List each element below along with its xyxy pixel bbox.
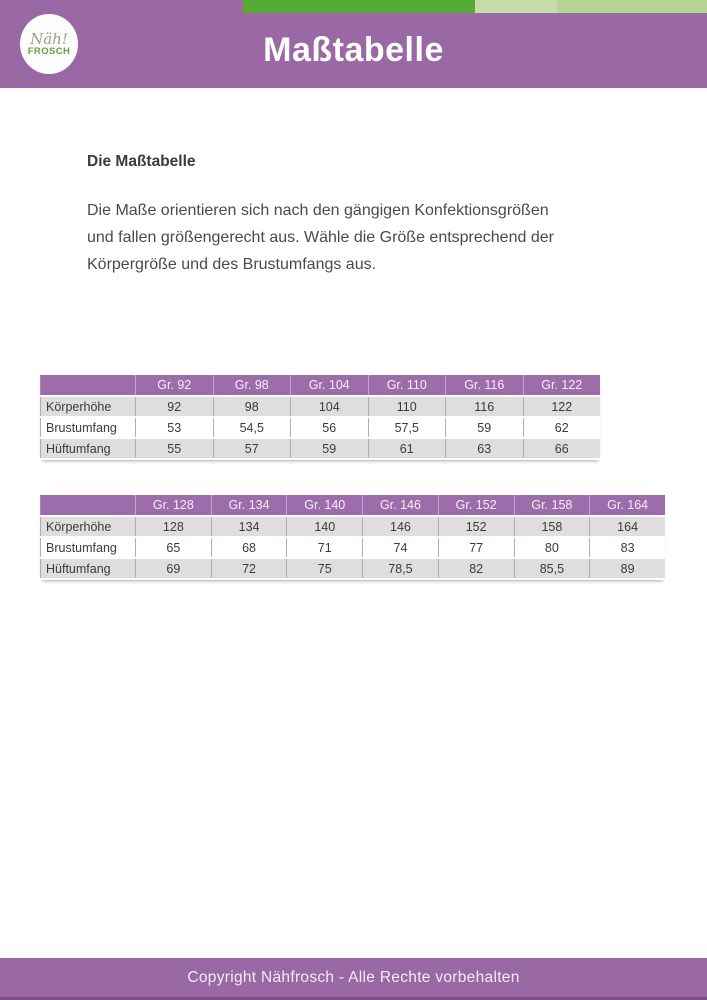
table-row: Brustumfang 65 68 71 74 77 80 83: [40, 538, 665, 557]
measure-label-cell: Hüftumfang: [40, 559, 135, 578]
footer-band: Copyright Nähfrosch - Alle Rechte vorbeh…: [0, 958, 707, 997]
measure-value-cell: 122: [522, 397, 600, 416]
measure-value-cell: 59: [290, 439, 368, 458]
table-row: Brustumfang 53 54,5 56 57,5 59 62: [40, 418, 600, 437]
table-row: Hüftumfang 69 72 75 78,5 82 85,5 89: [40, 559, 665, 578]
measure-value-cell: 55: [135, 439, 213, 458]
size-table-gr92-122: Gr. 92 Gr. 98 Gr. 104 Gr. 110 Gr. 116 Gr. 122…: [40, 373, 600, 460]
measure-value-cell: 53: [135, 418, 213, 437]
measure-value-cell: 62: [522, 418, 600, 437]
measure-value-cell: 140: [286, 517, 363, 536]
measure-value-cell: 72: [210, 559, 287, 578]
footer-bottom-edge: [0, 997, 707, 1000]
header-accent-stripe-dark-green: [243, 0, 475, 13]
footer-copyright: Copyright Nähfrosch - Alle Rechte vorbeh…: [187, 968, 520, 986]
size-column-header: Gr. 104: [290, 375, 368, 395]
measure-label-cell: Brustumfang: [40, 418, 135, 437]
size-column-header: Gr. 122: [522, 375, 600, 395]
measure-value-cell: 65: [135, 538, 211, 557]
measure-label-cell: Körperhöhe: [40, 397, 135, 416]
size-column-header: Gr. 164: [589, 495, 665, 515]
size-table-gr128-164: Gr. 128 Gr. 134 Gr. 140 Gr. 146 Gr. 152 Gr. 1…: [40, 493, 665, 580]
page-title: Maßtabelle: [263, 31, 444, 69]
measure-value-cell: 57: [212, 439, 290, 458]
size-column-header: Gr. 134: [210, 495, 287, 515]
size-column-header: Gr. 110: [367, 375, 445, 395]
paragraph-line: Die Maße orientieren sich nach den gängi…: [87, 202, 549, 219]
size-column-header: Gr. 116: [445, 375, 523, 395]
measure-value-cell: 146: [362, 517, 438, 536]
measure-value-cell: 68: [210, 538, 287, 557]
measure-value-cell: 85,5: [513, 559, 590, 578]
table-row: Hüftumfang 55 57 59 61 63 66: [40, 439, 600, 458]
measure-value-cell: 83: [589, 538, 665, 557]
measure-value-cell: 92: [135, 397, 213, 416]
measure-value-cell: 164: [589, 517, 665, 536]
measure-value-cell: 98: [212, 397, 290, 416]
measure-value-cell: 77: [437, 538, 514, 557]
measure-value-cell: 128: [135, 517, 211, 536]
measure-value-cell: 152: [437, 517, 514, 536]
header-accent-stripe-light-green: [475, 0, 557, 13]
measure-label-cell: Hüftumfang: [40, 439, 135, 458]
measure-value-cell: 63: [445, 439, 523, 458]
measure-value-cell: 57,5: [367, 418, 445, 437]
measure-value-cell: 110: [367, 397, 445, 416]
measure-value-cell: 82: [437, 559, 514, 578]
measure-value-cell: 61: [367, 439, 445, 458]
measure-value-cell: 56: [290, 418, 368, 437]
size-column-header: Gr. 140: [286, 495, 363, 515]
measure-label-cell: Körperhöhe: [40, 517, 135, 536]
table-header-row: Gr. 92 Gr. 98 Gr. 104 Gr. 110 Gr. 116 Gr. 122: [40, 375, 600, 395]
measure-value-cell: 75: [286, 559, 363, 578]
logo-brand-text: FROSCH: [27, 45, 71, 57]
table-row: Körperhöhe 92 98 104 110 116 122: [40, 397, 600, 416]
paragraph-line: und fallen größengerecht aus. Wähle die …: [87, 229, 554, 246]
size-column-header: Gr. 152: [437, 495, 514, 515]
measure-value-cell: 134: [210, 517, 287, 536]
table-row: Körperhöhe 128 134 140 146 152 158 164: [40, 517, 665, 536]
header-band: Näh! FROSCH Maßtabelle: [0, 0, 707, 88]
section-heading: Die Maßtabelle: [87, 153, 196, 170]
size-column-header: Gr. 146: [362, 495, 438, 515]
measure-value-cell: 69: [135, 559, 211, 578]
logo-script-text: Näh!: [30, 29, 68, 48]
paragraph-line: Körpergröße und des Brustumfangs aus.: [87, 256, 377, 273]
measure-value-cell: 116: [445, 397, 523, 416]
measure-value-cell: 89: [589, 559, 665, 578]
measure-value-cell: 71: [286, 538, 363, 557]
measure-value-cell: 59: [445, 418, 523, 437]
naehfrosch-logo: Näh! FROSCH: [20, 14, 78, 74]
measure-value-cell: 80: [513, 538, 590, 557]
measure-label-cell: Brustumfang: [40, 538, 135, 557]
size-column-header: Gr. 158: [513, 495, 590, 515]
measure-value-cell: 78,5: [362, 559, 438, 578]
measure-value-cell: 104: [290, 397, 368, 416]
size-column-header: Gr. 92: [135, 375, 213, 395]
size-column-header: Gr. 98: [212, 375, 290, 395]
measure-value-cell: 54,5: [212, 418, 290, 437]
table-header-row: Gr. 128 Gr. 134 Gr. 140 Gr. 146 Gr. 152 Gr. 1…: [40, 495, 665, 515]
measure-value-cell: 66: [522, 439, 600, 458]
size-column-header: Gr. 128: [135, 495, 211, 515]
table-corner-cell: [40, 495, 135, 515]
header-accent-stripe-pale-green: [557, 0, 707, 13]
measure-value-cell: 74: [362, 538, 438, 557]
table-corner-cell: [40, 375, 135, 395]
measure-value-cell: 158: [513, 517, 590, 536]
intro-paragraph: Die Maße orientieren sich nach den gängi…: [87, 197, 607, 278]
